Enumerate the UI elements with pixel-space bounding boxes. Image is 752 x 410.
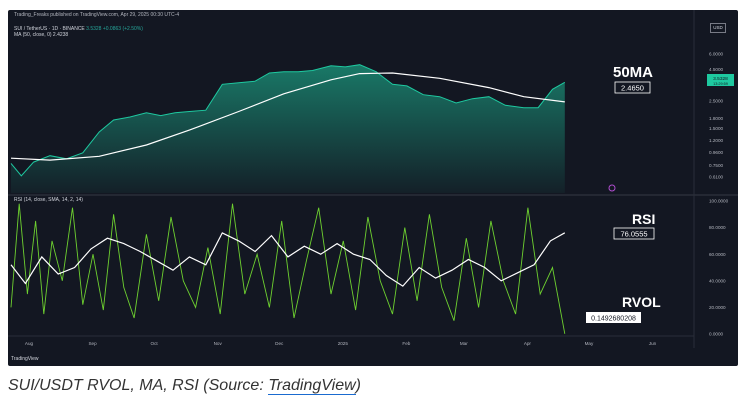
currency-button[interactable]: USD [710,23,726,33]
time-tick-label: Aug [25,341,34,346]
caption-suffix: ) [355,377,361,394]
rsi-tick-label: 20.0000 [709,305,726,310]
time-tick-label: Mar [460,341,468,346]
rvol-annotation: RVOL [622,294,661,310]
rsi-tick-label: 100.0000 [709,199,729,204]
time-axis-ticks: Aug Sep Oct Nov Dec 2025 Feb Mar Apr May Jun [25,341,657,346]
price-tick-label: 0.9600 [709,150,723,155]
rsi-axis-ticks: 100.0000 80.0000 60.0000 40.0000 20.0000 0.00… [709,199,729,337]
chart-canvas: 6.00004.50003.50002.50001.80001.50001.20… [8,10,738,348]
time-tick-label: Oct [151,341,159,346]
price-axis-ticks: 6.00004.50003.50002.50001.80001.50001.20… [709,51,723,179]
rsi-annotation: RSI [632,211,655,227]
ma-legend: MA (50, close, 0) 2.4238 [14,32,68,38]
ma-value-box [614,81,651,94]
price-tick-label: 1.2000 [709,138,723,143]
rsi-line [10,232,566,287]
rsi-tick-label: 0.0000 [709,332,723,337]
time-tick-label: Jun [649,341,657,346]
ma-annotation: 50MA [613,64,653,81]
symbol-price: 3.5328 [86,26,102,32]
price-line [10,64,566,177]
price-tick-label: 0.7500 [709,163,723,168]
tradingview-chart-panel: Trading_Freaks published on TradingView.… [8,10,738,366]
time-tick-label: Nov [214,341,223,346]
symbol-name: SUI / TetherUS · 1D · BINANCE [14,26,85,32]
time-tick-label: May [585,341,594,346]
alert-marker-icon [608,184,616,192]
caption-source-link[interactable]: TradingView [268,377,356,395]
price-tick-label: 6.0000 [709,51,723,56]
ma-value-label: 2.4650 [621,84,644,93]
rsi-tick-label: 60.0000 [709,252,726,257]
time-tick-label: Sep [88,341,97,346]
ma-legend-value: 2.4238 [52,32,69,38]
rsi-legend: RSI (14, close, SMA, 14, 2, 14) [14,197,83,203]
price-tick-label: 4.5000 [709,67,723,72]
price-tag-label: 3.5328 [713,76,728,82]
publisher-info: Trading_Freaks published on TradingView.… [14,12,180,18]
price-area-fill [11,64,565,193]
rsi-value-label: 76.0555 [620,230,647,239]
rsi-tick-label: 40.0000 [709,278,726,283]
symbol-change: +0.0863 (+2.50%) [102,26,143,32]
rsi-value-box [613,227,655,240]
symbol-legend: SUI / TetherUS · 1D · BINANCE 3.5328 +0.… [14,26,143,32]
caption-text: SUI/USDT RVOL, MA, RSI (Source: [8,377,269,394]
ma-50-line [10,72,565,161]
price-tag-box [707,74,734,86]
time-tick-label: 2025 [338,341,349,346]
price-tick-label: 1.5000 [709,126,723,131]
time-tick-label: Feb [402,341,410,346]
time-tick-label: Apr [524,341,532,346]
time-tick-label: Dec [275,341,284,346]
rvol-line [10,203,566,334]
price-tick-label: 2.5000 [709,98,723,103]
ma-legend-name: MA (50, close, 0) [14,32,52,38]
price-tag-time: 13:29:59 [713,82,728,86]
figure-caption: SUI/USDT RVOL, MA, RSI (Source: TradingV… [8,377,361,395]
rsi-tick-label: 80.0000 [709,225,726,230]
price-tick-label: 1.8000 [709,116,723,121]
price-tick-label: 0.6100 [709,174,723,179]
tradingview-logo: TradingView [11,356,39,362]
rvol-value-label: 0.1492680208 [591,316,636,323]
rvol-value-box [586,312,641,323]
